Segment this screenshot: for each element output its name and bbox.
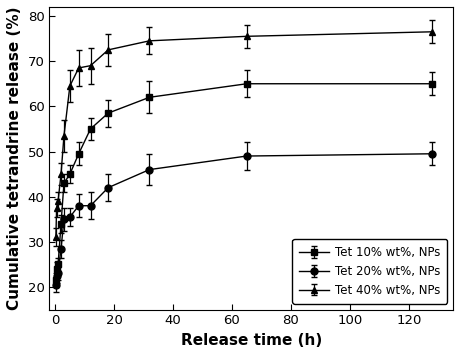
Y-axis label: Cumulative tetrandrine release (%): Cumulative tetrandrine release (%) [7, 6, 22, 310]
X-axis label: Release time (h): Release time (h) [180, 333, 321, 348]
Legend: Tet 10% wt%, NPs, Tet 20% wt%, NPs, Tet 40% wt%, NPs: Tet 10% wt%, NPs, Tet 20% wt%, NPs, Tet … [291, 239, 446, 304]
